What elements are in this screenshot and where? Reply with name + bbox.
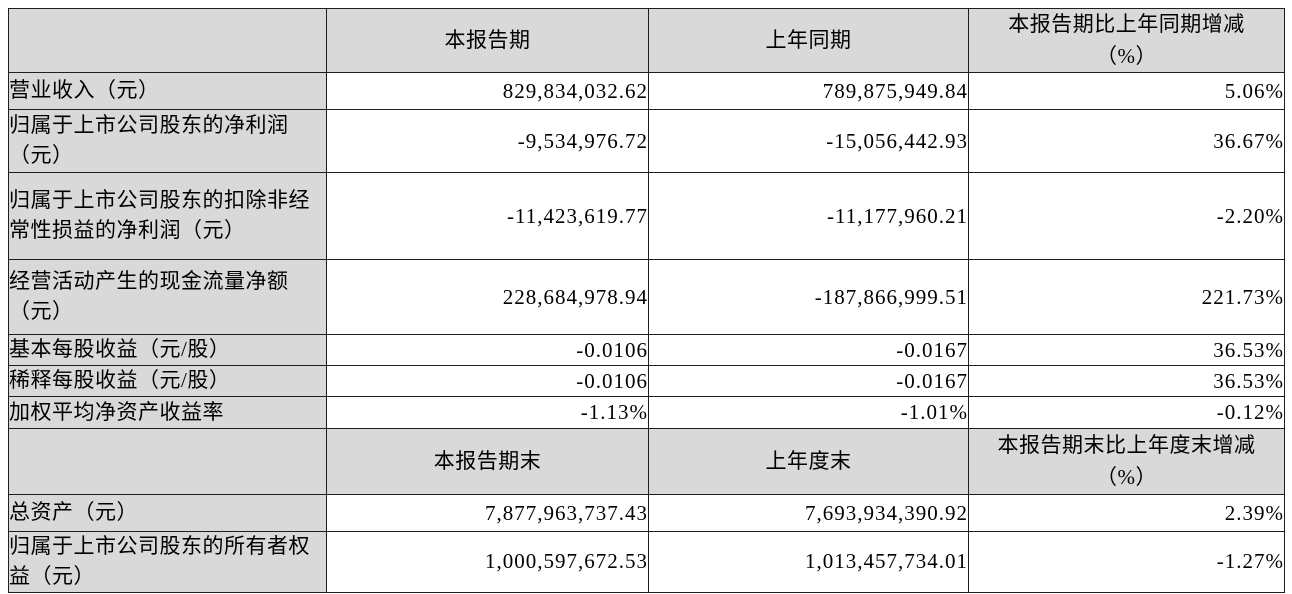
metric-label-cell: 营业收入（元） bbox=[8, 72, 327, 110]
current-period-value-cell: -0.0106 bbox=[326, 334, 649, 366]
prior-period-value-cell: -15,056,442.93 bbox=[648, 109, 969, 173]
current-period-value-cell: 7,877,963,737.43 bbox=[326, 494, 649, 532]
metric-label-cell: 基本每股收益（元/股） bbox=[8, 334, 327, 366]
table-row: 经营活动产生的现金流量净额（元） 228,684,978.94 -187,866,9… bbox=[8, 259, 1285, 335]
table-row: 加权平均净资产收益率 -1.13% -1.01% -0.12% bbox=[8, 396, 1285, 429]
current-period-header: 本报告期末 bbox=[326, 428, 649, 495]
corner-cell bbox=[8, 428, 327, 495]
corner-cell bbox=[8, 8, 327, 73]
metric-label-cell: 总资产（元） bbox=[8, 494, 327, 532]
section-header-row: 本报告期 上年同期 本报告期比上年同期增减 （%） bbox=[8, 8, 1285, 73]
prior-period-value-cell: 789,875,949.84 bbox=[648, 72, 969, 110]
prior-period-header: 上年度末 bbox=[648, 428, 969, 495]
current-period-value-cell: 1,000,597,672.53 bbox=[326, 531, 649, 593]
section-header-row: 本报告期末 上年度末 本报告期末比上年度末增减 （%） bbox=[8, 428, 1285, 495]
change-percent-value-cell: 36.53% bbox=[968, 365, 1285, 397]
current-period-value-cell: 228,684,978.94 bbox=[326, 259, 649, 335]
prior-period-value-cell: -187,866,999.51 bbox=[648, 259, 969, 335]
change-percent-value-cell: -1.27% bbox=[968, 531, 1285, 593]
change-percent-value-cell: 2.39% bbox=[968, 494, 1285, 532]
change-percent-value-cell: 221.73% bbox=[968, 259, 1285, 335]
current-period-value-cell: 829,834,032.62 bbox=[326, 72, 649, 110]
current-period-value-cell: -9,534,976.72 bbox=[326, 109, 649, 173]
current-period-value-cell: -1.13% bbox=[326, 396, 649, 429]
financial-table-body: 本报告期 上年同期 本报告期比上年同期增减 （%） 营业收入（元） 829,834,03… bbox=[8, 8, 1285, 593]
change-percent-value-cell: 36.53% bbox=[968, 334, 1285, 366]
current-period-value-cell: -0.0106 bbox=[326, 365, 649, 397]
prior-period-value-cell: -11,177,960.21 bbox=[648, 172, 969, 260]
current-period-header: 本报告期 bbox=[326, 8, 649, 73]
change-percent-value-cell: 5.06% bbox=[968, 72, 1285, 110]
table-row: 基本每股收益（元/股） -0.0106 -0.0167 36.53% bbox=[8, 334, 1285, 366]
change-percent-value-cell: -2.20% bbox=[968, 172, 1285, 260]
table-row: 营业收入（元） 829,834,032.62 789,875,949.84 5.06% bbox=[8, 72, 1285, 110]
change-percent-value-cell: 36.67% bbox=[968, 109, 1285, 173]
prior-period-value-cell: -0.0167 bbox=[648, 365, 969, 397]
prior-period-value-cell: -1.01% bbox=[648, 396, 969, 429]
metric-label-cell: 经营活动产生的现金流量净额（元） bbox=[8, 259, 327, 335]
metric-label-cell: 加权平均净资产收益率 bbox=[8, 396, 327, 429]
change-percent-value-cell: -0.12% bbox=[968, 396, 1285, 429]
prior-period-header: 上年同期 bbox=[648, 8, 969, 73]
table-row: 归属于上市公司股东的扣除非经常性损益的净利润（元） -11,423,619.77-… bbox=[8, 172, 1285, 260]
table-row: 归属于上市公司股东的所有者权益（元） 1,000,597,672.53 1,013,… bbox=[8, 531, 1285, 593]
metric-label-cell: 稀释每股收益（元/股） bbox=[8, 365, 327, 397]
current-period-value-cell: -11,423,619.77 bbox=[326, 172, 649, 260]
table-row: 稀释每股收益（元/股） -0.0106 -0.0167 36.53% bbox=[8, 365, 1285, 397]
financial-summary-table: 本报告期 上年同期 本报告期比上年同期增减 （%） 营业收入（元） 829,834,03… bbox=[8, 8, 1285, 593]
metric-label-cell: 归属于上市公司股东的净利润（元） bbox=[8, 109, 327, 173]
table-row: 归属于上市公司股东的净利润（元） -9,534,976.72 -15,056,442… bbox=[8, 109, 1285, 173]
prior-period-value-cell: -0.0167 bbox=[648, 334, 969, 366]
prior-period-value-cell: 1,013,457,734.01 bbox=[648, 531, 969, 593]
prior-period-value-cell: 7,693,934,390.92 bbox=[648, 494, 969, 532]
table-row: 总资产（元） 7,877,963,737.43 7,693,934,390.92 2.… bbox=[8, 494, 1285, 532]
change-percent-header: 本报告期末比上年度末增减 （%） bbox=[968, 428, 1285, 495]
metric-label-cell: 归属于上市公司股东的所有者权益（元） bbox=[8, 531, 327, 593]
metric-label-cell: 归属于上市公司股东的扣除非经常性损益的净利润（元） bbox=[8, 172, 327, 260]
change-percent-header: 本报告期比上年同期增减 （%） bbox=[968, 8, 1285, 73]
